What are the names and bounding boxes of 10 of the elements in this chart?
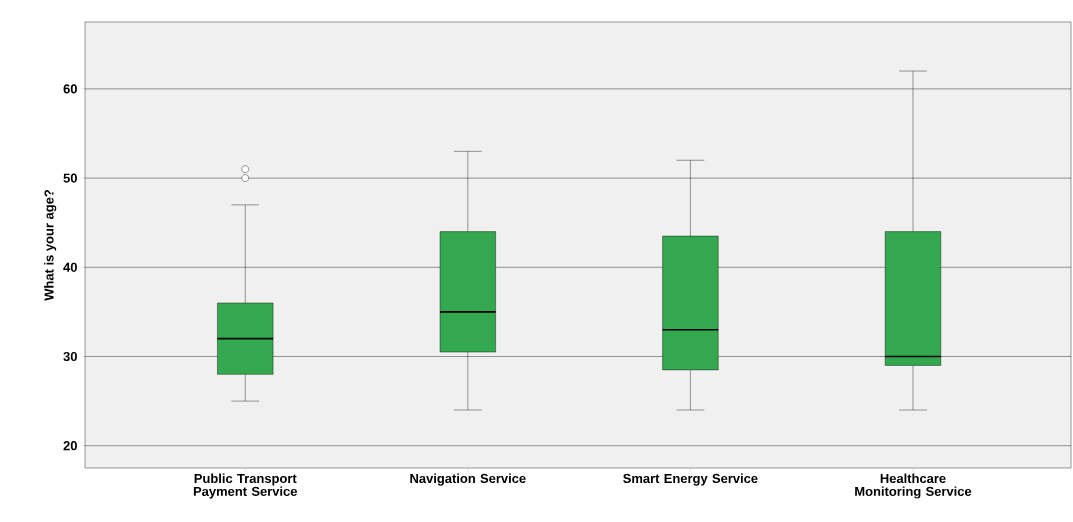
x-tick-label: Healthcare Monitoring Service xyxy=(855,473,972,499)
y-tick-label: 20 xyxy=(63,441,77,451)
x-tick-label: Public Transport Payment Service xyxy=(193,473,297,499)
y-tick-label: 60 xyxy=(63,84,77,94)
y-tick-label: 50 xyxy=(63,173,77,183)
y-tick-label: 40 xyxy=(63,262,77,272)
y-axis-title: What is your age? xyxy=(44,189,57,301)
y-tick-label: 30 xyxy=(63,351,77,362)
x-tick-label: Navigation Service xyxy=(410,473,526,486)
x-tick-label: Smart Energy Service xyxy=(623,473,758,486)
